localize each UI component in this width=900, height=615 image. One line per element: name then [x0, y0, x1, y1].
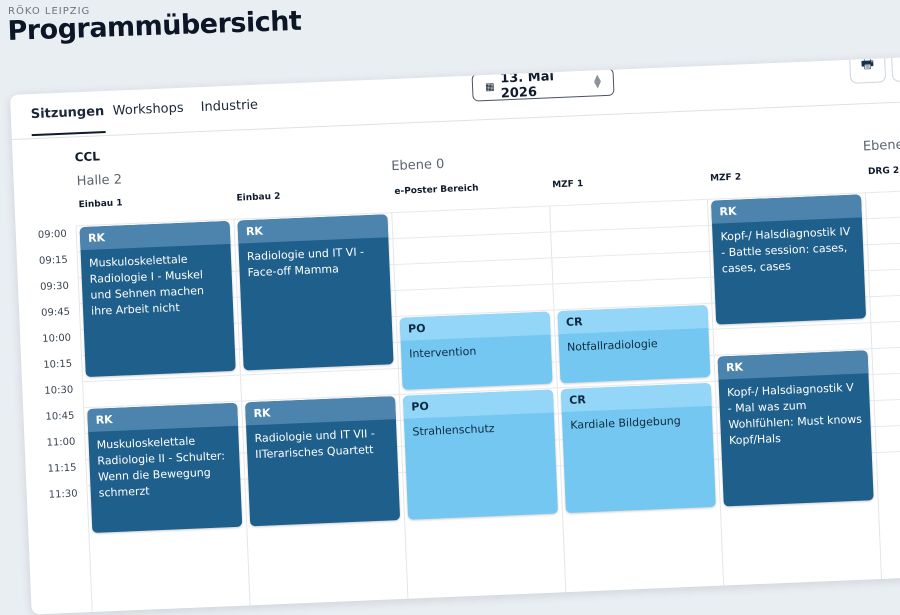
- session-title: Muskuloskelettale Radiologie I - Muskel …: [88, 252, 205, 318]
- date-value: 13. Mai 2026: [499, 69, 555, 102]
- session-card[interactable]: RK Kopf-/ Halsdiagnostik V - Mal was zum …: [717, 350, 874, 507]
- session-card[interactable]: RK Muskuloskelettale Radiologie II - Schu…: [87, 402, 243, 533]
- tab-sitzungen[interactable]: Sitzungen: [30, 104, 105, 123]
- group-ebene-0: Ebene 0: [391, 156, 445, 175]
- time-label: 09:30: [39, 280, 70, 293]
- room-header: Einbau 2: [236, 191, 281, 204]
- tab-industrie[interactable]: Industrie: [200, 97, 259, 116]
- session-card[interactable]: PO Intervention: [399, 311, 553, 390]
- session-card[interactable]: RK Radiologie und IT VII - IITerarisches …: [245, 396, 401, 527]
- time-label: 09:00: [37, 228, 67, 241]
- toolbar-button[interactable]: [890, 53, 900, 83]
- session-title: Intervention: [408, 344, 477, 361]
- calendar-icon: ▦: [484, 81, 495, 93]
- time-label: 09:15: [38, 254, 69, 267]
- time-label: 10:30: [44, 384, 74, 397]
- room-header: Einbau 1: [78, 198, 123, 211]
- session-title: Radiologie und IT VI - Face-off Mamma: [246, 245, 365, 280]
- print-button[interactable]: 🖶: [848, 53, 887, 84]
- session-card[interactable]: RK Kopf-/ Halsdiagnostik IV - Battle sess…: [711, 194, 867, 325]
- sort-arrows-icon: ▲ ▼: [593, 73, 602, 91]
- date-picker[interactable]: ▦ 13. Mai 2026 ▲ ▼: [471, 67, 615, 102]
- group-ebene-next: Ebene: [862, 137, 900, 155]
- room-header: MZF 2: [709, 172, 742, 184]
- time-label: 09:45: [40, 306, 71, 319]
- time-label: 11:15: [47, 462, 77, 475]
- venue-ccl: CCL: [74, 149, 101, 165]
- group-halle-2: Halle 2: [76, 172, 123, 190]
- org-name: RÖKO LEIPZIG: [8, 6, 91, 17]
- session-title: Kardiale Bildgebung: [570, 414, 681, 432]
- session-card[interactable]: PO Strahlenschutz: [402, 389, 559, 520]
- session-title: Kopf-/ Halsdiagnostik IV - Battle sessio…: [720, 224, 851, 276]
- session-card[interactable]: RK Radiologie und IT VI - Face-off Mamma: [237, 214, 394, 371]
- session-title: Muskuloskelettale Radiologie II - Schult…: [96, 434, 226, 500]
- session-title: Radiologie und IT VII - IITerarisches Qu…: [254, 427, 376, 462]
- printer-icon: 🖶: [860, 55, 875, 73]
- tab-bar: Sitzungen Workshops Industrie ▦ 13. Mai …: [10, 53, 900, 140]
- time-label: 11:30: [48, 488, 78, 501]
- schedule-grid: 09:00 09:15 09:30 09:45 10:00 10:15 10:30 10:45…: [16, 186, 900, 615]
- session-card[interactable]: RK Muskuloskelettale Radiologie I - Muske…: [79, 220, 236, 378]
- schedule-card: Sitzungen Workshops Industrie ▦ 13. Mai …: [10, 53, 900, 615]
- time-label: 10:15: [43, 358, 73, 371]
- room-header: e-Poster Bereich: [394, 183, 479, 197]
- time-label: 11:00: [46, 436, 76, 449]
- session-title: Kopf-/ Halsdiagnostik V - Mal was zum Wo…: [726, 380, 863, 448]
- tab-workshops[interactable]: Workshops: [112, 100, 184, 119]
- session-card[interactable]: CR Kardiale Bildgebung: [560, 382, 716, 514]
- room-header: DRG 2 (: [867, 165, 900, 178]
- time-label: 10:45: [45, 410, 75, 423]
- room-header: MZF 1: [552, 179, 584, 191]
- session-title: Strahlenschutz: [412, 422, 495, 439]
- session-title: Notfallradiologie: [566, 337, 658, 354]
- time-label: 10:00: [42, 332, 72, 345]
- session-card[interactable]: CR Notfallradiologie: [557, 304, 711, 384]
